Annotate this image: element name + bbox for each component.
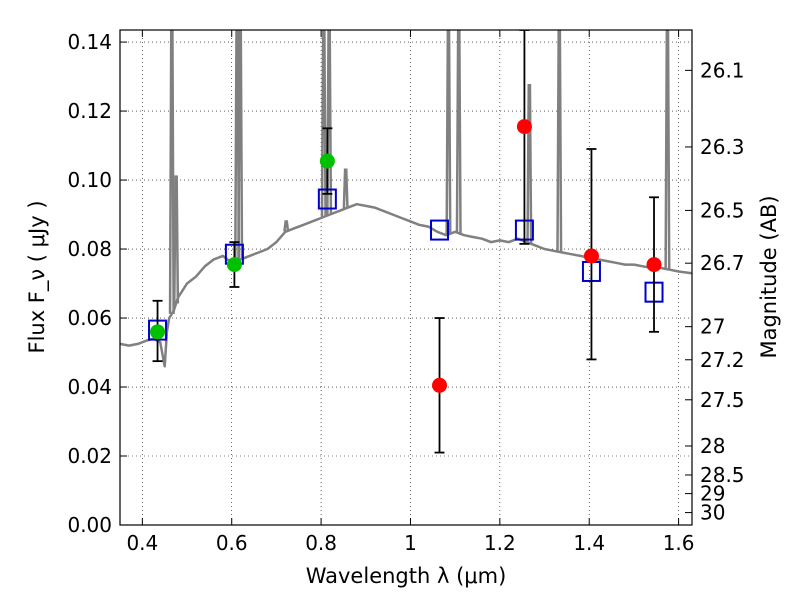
emission-line-spike	[326, 30, 333, 215]
y-tick-label: 0.14	[67, 30, 112, 54]
red-data-point	[432, 377, 448, 393]
right-tick-label: 29	[700, 482, 725, 506]
red-data-point	[583, 248, 599, 264]
y-tick-label: 0.02	[67, 444, 112, 468]
x-tick-label: 1	[404, 531, 417, 555]
green-data-point	[150, 324, 166, 340]
emission-line-spike	[664, 30, 671, 270]
emission-line-spike	[237, 30, 244, 260]
plot-area	[120, 30, 692, 454]
x-tick-label: 0.4	[126, 531, 158, 555]
emission-line-spike	[526, 83, 533, 244]
red-data-point	[516, 119, 532, 135]
right-tick-label: 30	[700, 501, 725, 525]
emission-line-spike	[168, 30, 175, 314]
emission-line-spike	[445, 30, 452, 235]
emission-line-spike	[173, 175, 180, 304]
y-tick-label: 0.00	[67, 513, 112, 537]
x-tick-label: 1.2	[484, 531, 516, 555]
y-tick-label: 0.10	[67, 168, 112, 192]
x-tick-label: 1.4	[573, 531, 605, 555]
y-tick-label: 0.06	[67, 306, 112, 330]
right-tick-label: 27.5	[700, 388, 745, 412]
right-tick-label: 27.2	[700, 348, 745, 372]
plot-frame	[119, 29, 693, 526]
emission-line-spike	[455, 30, 462, 234]
right-tick-label: 26.7	[700, 251, 745, 275]
y-axis-label: Flux F_ν ( μJy )	[25, 200, 50, 353]
model-box-point	[430, 219, 450, 241]
y-tick-label: 0.12	[67, 99, 112, 123]
y-tick-label: 0.04	[67, 375, 112, 399]
x-tick-label: 1.6	[663, 531, 695, 555]
emission-line-spike	[556, 30, 563, 252]
y-tick-label: 0.08	[67, 237, 112, 261]
red-data-point	[646, 257, 662, 273]
right-tick-label: 26.5	[700, 198, 745, 222]
right-tick-label: 27	[700, 315, 725, 339]
right-axis-label: Magnitude (AB)	[757, 195, 781, 358]
x-axis-label: Wavelength λ (μm)	[306, 564, 507, 588]
green-data-point	[319, 153, 335, 169]
x-tick-label: 0.6	[216, 531, 248, 555]
emission-line-spike	[320, 30, 327, 217]
right-tick-label: 26.1	[700, 58, 745, 82]
right-tick-label: 28.5	[700, 463, 745, 487]
green-data-point	[226, 257, 242, 273]
right-tick-label: 26.3	[700, 135, 745, 159]
x-tick-label: 0.8	[305, 531, 337, 555]
emission-line-spike	[342, 168, 349, 209]
ticks: 0.4 0.6 0.8 1 1.2 1.4 1.6 0.00 0.02 0.04 0.06 0.08 0…	[67, 30, 745, 555]
emission-line-spike	[283, 220, 290, 232]
right-tick-label: 28	[700, 434, 725, 458]
